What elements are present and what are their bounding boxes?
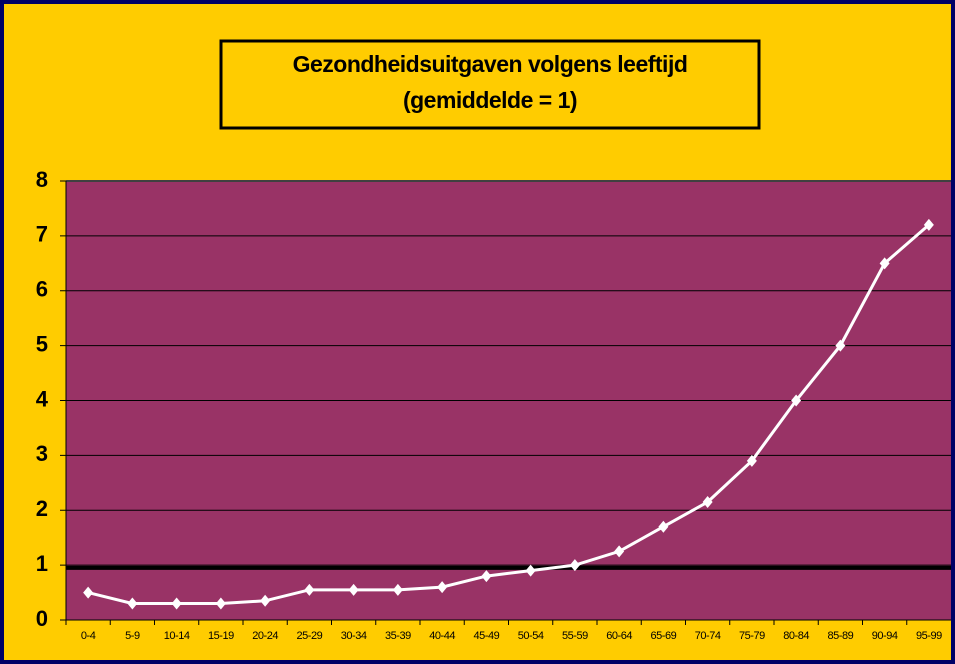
x-tick-label: 70-74 (695, 630, 721, 642)
y-tick-label: 1 (36, 551, 48, 576)
x-tick-label: 60-64 (606, 630, 632, 642)
y-tick-label: 6 (36, 277, 48, 302)
y-tick-label: 0 (36, 606, 48, 631)
x-tick-label: 20-24 (252, 630, 278, 642)
y-tick-label: 5 (36, 331, 48, 356)
point (348, 583, 359, 596)
point (879, 257, 890, 270)
point (614, 545, 625, 558)
x-tick-label: 45-49 (474, 630, 500, 642)
x-tick-label: 55-59 (562, 630, 588, 642)
point (392, 583, 403, 596)
x-tick-label: 35-39 (385, 630, 411, 642)
point (83, 586, 94, 599)
title-box (219, 39, 761, 130)
point (746, 454, 757, 467)
x-tick-label: 90-94 (872, 630, 898, 642)
point (171, 597, 182, 610)
x-tick-label: 5-9 (125, 630, 140, 642)
point (569, 559, 580, 572)
y-tick-label: 8 (36, 167, 48, 192)
x-tick-label: 25-29 (297, 630, 323, 642)
point (260, 594, 271, 607)
x-tick-label: 80-84 (783, 630, 809, 642)
chart-title: Gezondheidsuitgaven volgens leeftijd (293, 51, 688, 77)
point (437, 581, 448, 594)
x-tick-label: 85-89 (828, 630, 854, 642)
point (215, 597, 226, 610)
x-tick-label: 40-44 (429, 630, 455, 642)
y-tick-label: 4 (36, 386, 49, 411)
point (658, 520, 669, 533)
chart-subtitle: (gemiddelde = 1) (403, 87, 577, 113)
point (525, 564, 536, 577)
point (481, 570, 492, 583)
point (791, 394, 802, 407)
point (835, 339, 846, 352)
point (127, 597, 138, 610)
x-tick-label: 10-14 (164, 630, 190, 642)
x-tick-label: 30-34 (341, 630, 367, 642)
point (702, 496, 713, 509)
point (304, 583, 315, 596)
y-tick-label: 7 (36, 222, 48, 247)
y-tick-label: 3 (36, 441, 48, 466)
point (923, 218, 934, 231)
y-tick-label: 2 (36, 496, 48, 521)
x-tick-label: 95-99 (916, 630, 942, 642)
line (87, 223, 930, 606)
x-tick-label: 75-79 (739, 630, 765, 642)
x-tick-label: 15-19 (208, 630, 234, 642)
x-tick-label: 65-69 (651, 630, 677, 642)
x-tick-label: 50-54 (518, 630, 544, 642)
x-tick-label: 0-4 (81, 630, 96, 642)
